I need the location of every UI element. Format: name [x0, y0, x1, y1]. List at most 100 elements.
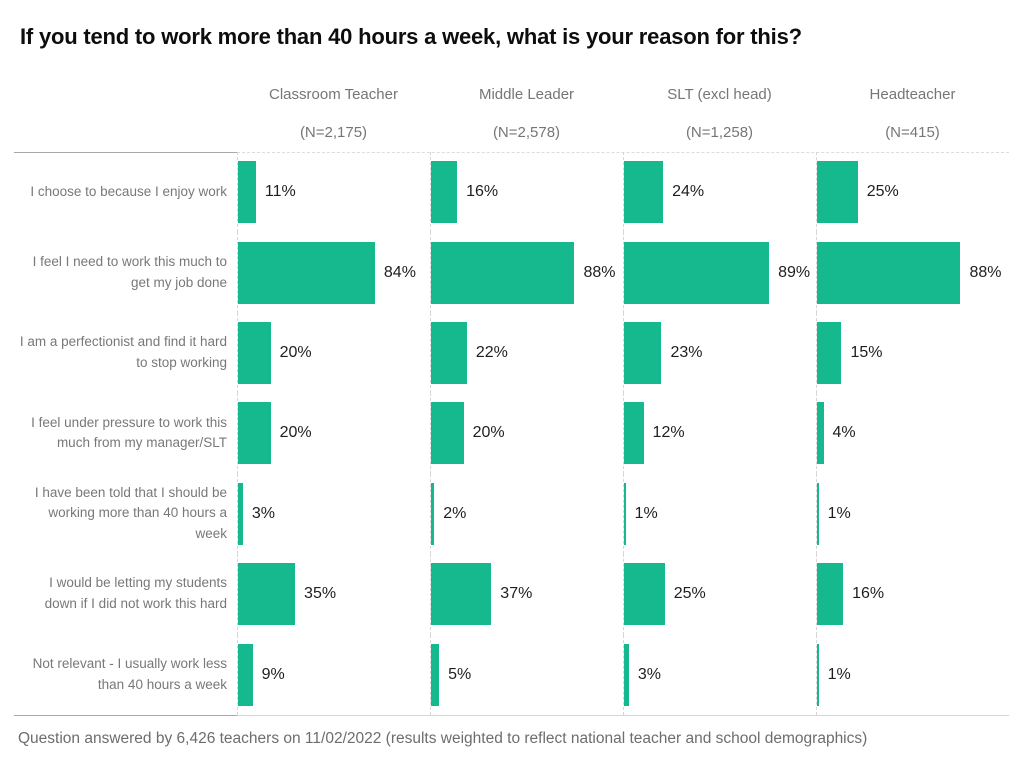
column-header-label: Classroom Teacher: [269, 86, 398, 103]
bar-value-label: 22%: [475, 344, 508, 362]
bar-cell-headteacher: 88%: [816, 232, 1009, 313]
bar: [817, 161, 858, 224]
footer-note: Question answered by 6,426 teachers on 1…: [18, 730, 868, 747]
bar-value-label: 1%: [827, 504, 851, 522]
bar: [624, 563, 665, 626]
bar-cell-headteacher: 1%: [816, 473, 1009, 555]
bar: [817, 563, 844, 626]
column-header-sample-size: (N=2,175): [299, 124, 368, 141]
bar-value-label: 20%: [279, 344, 312, 362]
bar: [817, 482, 819, 545]
bar: [431, 161, 458, 224]
bar-value-label: 1%: [827, 665, 851, 683]
bar-value-label: 89%: [778, 263, 811, 281]
bar-cell-headteacher: 16%: [816, 554, 1009, 635]
bar-cell-classroom-teacher: 20%: [237, 393, 430, 474]
header-separator-left: [14, 152, 237, 153]
bar-value-label: 24%: [672, 183, 705, 201]
bar-value-label: 88%: [583, 263, 616, 281]
chart-row: I am a perfectionist and find it hard to…: [0, 312, 1009, 394]
column-header-sample-size: (N=1,258): [685, 124, 754, 141]
bar: [238, 241, 375, 304]
bar-value-label: 16%: [466, 183, 499, 201]
bar-cell-middle-leader: 16%: [430, 152, 623, 233]
bar-cell-headteacher: 25%: [816, 152, 1009, 233]
bar-value-label: 23%: [670, 344, 703, 362]
bar-cell-classroom-teacher: 3%: [237, 473, 430, 555]
bar-cell-headteacher: 15%: [816, 312, 1009, 394]
row-label: I am a perfectionist and find it hard to…: [19, 334, 227, 371]
bar-value-label: 88%: [969, 263, 1002, 281]
bar-value-label: 84%: [383, 263, 416, 281]
bar-chart: I choose to because I enjoy work 11% 16% 24…: [0, 152, 1009, 715]
bar: [624, 161, 664, 224]
bar-cell-slt-excl-head: 25%: [623, 554, 816, 635]
row-label: I feel I need to work this much to get m…: [32, 253, 227, 290]
column-header-middle-leader: Middle Leader (N=2,578): [430, 86, 623, 141]
bar-cell-headteacher: 1%: [816, 634, 1009, 715]
bar-cell-slt-excl-head: 12%: [623, 393, 816, 474]
row-label: Not relevant - I usually work less than …: [32, 655, 227, 692]
chart-row: I would be letting my students down if I…: [0, 554, 1009, 635]
column-header-sample-size: (N=415): [885, 124, 940, 141]
bar-value-label: 5%: [448, 665, 472, 683]
bar: [238, 482, 243, 545]
bar-value-label: 1%: [634, 504, 658, 522]
bar: [238, 563, 296, 626]
column-header-label: Headteacher: [869, 86, 956, 103]
bar-value-label: 4%: [832, 424, 856, 442]
bar: [817, 643, 819, 706]
bar-cell-middle-leader: 88%: [430, 232, 623, 313]
bar-value-label: 37%: [500, 585, 533, 603]
bar: [431, 482, 435, 545]
bar-cell-classroom-teacher: 84%: [237, 232, 430, 313]
bar-cell-slt-excl-head: 3%: [623, 634, 816, 715]
bar-cell-classroom-teacher: 35%: [237, 554, 430, 635]
bar-cell-slt-excl-head: 23%: [623, 312, 816, 394]
column-header-label: Middle Leader: [478, 86, 575, 103]
bar-cell-middle-leader: 37%: [430, 554, 623, 635]
bar-value-label: 12%: [652, 424, 685, 442]
chart-row: Not relevant - I usually work less than …: [0, 634, 1009, 715]
bar-cell-slt-excl-head: 89%: [623, 232, 816, 313]
bar: [431, 241, 575, 304]
bar-cell-middle-leader: 2%: [430, 473, 623, 555]
bar-cell-classroom-teacher: 11%: [237, 152, 430, 233]
bar: [431, 563, 492, 626]
bar: [817, 402, 824, 465]
bar: [817, 322, 842, 385]
bar-cell-middle-leader: 20%: [430, 393, 623, 474]
bar: [624, 402, 644, 465]
bar-cell-slt-excl-head: 1%: [623, 473, 816, 555]
bar: [624, 322, 662, 385]
bar-value-label: 25%: [673, 585, 706, 603]
bar-cell-middle-leader: 5%: [430, 634, 623, 715]
bar: [624, 643, 629, 706]
column-header-classroom-teacher: Classroom Teacher (N=2,175): [237, 86, 430, 141]
bar-value-label: 20%: [279, 424, 312, 442]
bar-value-label: 3%: [637, 665, 661, 683]
chart-bottom-separator-right: [237, 715, 1009, 716]
bar: [238, 402, 271, 465]
bar: [238, 322, 271, 385]
chart-row: I choose to because I enjoy work 11% 16% 24…: [0, 152, 1009, 233]
bar: [431, 322, 467, 385]
bar-value-label: 9%: [261, 665, 285, 683]
bar-cell-classroom-teacher: 20%: [237, 312, 430, 394]
column-headers: Classroom Teacher (N=2,175) Middle Leader (…: [237, 86, 1009, 141]
bar-value-label: 2%: [443, 504, 467, 522]
bar: [624, 241, 770, 304]
bar-value-label: 25%: [866, 183, 899, 201]
bar: [624, 482, 626, 545]
chart-row: I feel I need to work this much to get m…: [0, 232, 1009, 313]
column-header-headteacher: Headteacher (N=415): [816, 86, 1009, 141]
bar-value-label: 16%: [852, 585, 885, 603]
bar-value-label: 3%: [251, 504, 275, 522]
bar-cell-middle-leader: 22%: [430, 312, 623, 394]
bar-value-label: 11%: [264, 183, 296, 201]
bar: [238, 643, 253, 706]
bar-value-label: 35%: [304, 585, 337, 603]
row-label: I have been told that I should be workin…: [34, 484, 227, 542]
chart-title: If you tend to work more than 40 hours a…: [20, 24, 802, 49]
